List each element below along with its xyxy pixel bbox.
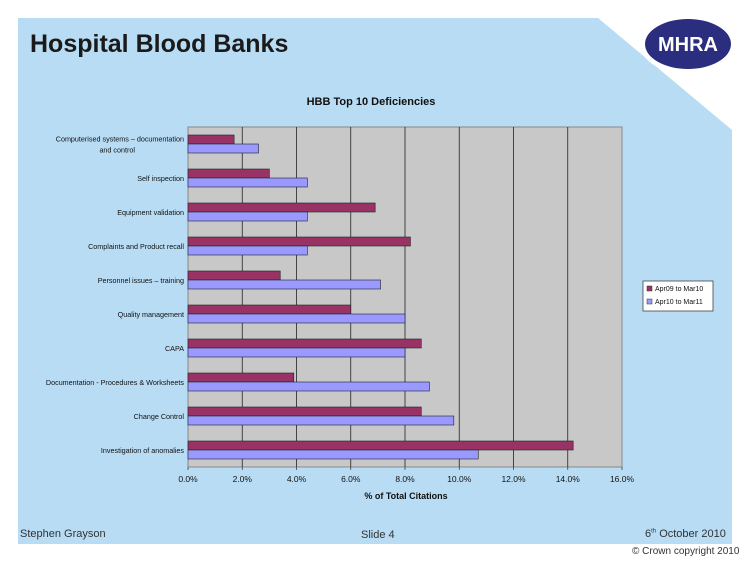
bar-series-2-7 — [187, 381, 430, 392]
legend-swatch-series-2 — [646, 298, 653, 305]
category-label: Self inspection — [137, 174, 184, 183]
copyright: © Crown copyright 2010 — [632, 546, 739, 557]
x-tick-label: 8.0% — [395, 474, 415, 484]
category-labels: Computerised systems – documentation and … — [46, 135, 184, 456]
copyright-text: Crown copyright 2010 — [642, 546, 740, 557]
slide-title: Hospital Blood Banks — [30, 30, 289, 58]
bar-series-1-4 — [187, 270, 281, 281]
legend-label-series-2: Apr10 to Mar11 — [655, 299, 703, 306]
bar-series-1-0 — [187, 134, 235, 145]
bar-series-2-9 — [187, 449, 479, 460]
category-label: Investigation of anomalies — [101, 446, 185, 455]
footer-author: Stephen Grayson — [20, 528, 106, 540]
footer-date-suffix: th — [651, 528, 657, 535]
bar-series-2-1 — [187, 177, 308, 188]
chart-title: HBB Top 10 Deficiencies — [307, 96, 436, 108]
category-label: Personnel issues – training — [98, 276, 184, 285]
bar-series-1-6 — [187, 338, 422, 349]
bar-series-2-2 — [187, 211, 308, 222]
category-label: Complaints and Product recall — [88, 242, 184, 251]
x-tick-label: 0.0% — [178, 474, 198, 484]
bar-series-1-3 — [187, 236, 411, 247]
category-label: Documentation - Procedures & Worksheets — [46, 378, 184, 387]
x-axis-label: % of Total Citations — [364, 491, 447, 501]
x-tick-label: 16.0% — [610, 474, 635, 484]
bar-series-2-3 — [187, 245, 308, 256]
bar-series-1-8 — [187, 406, 422, 417]
category-label: Quality management — [118, 310, 184, 319]
legend-swatch-series-1 — [646, 285, 653, 292]
x-tick-labels: 0.0% 2.0% 4.0% 6.0% 8.0% 10.0% 12.0% 14.0% 16.0% — [178, 474, 634, 484]
category-label: CAPA — [165, 344, 184, 353]
bar-series-2-4 — [187, 279, 381, 290]
bar-series-1-7 — [187, 372, 295, 383]
category-label: Change Control — [134, 412, 185, 421]
mhra-logo: MHRA — [640, 14, 736, 74]
x-tick-label: 6.0% — [341, 474, 361, 484]
x-tick-label: 12.0% — [501, 474, 526, 484]
x-tick-label: 10.0% — [447, 474, 472, 484]
footer-date-day: 6 — [645, 528, 652, 540]
x-tick-label: 2.0% — [233, 474, 253, 484]
legend-box — [642, 280, 714, 312]
footer-slide-number: Slide 4 — [361, 529, 395, 541]
mhra-logo-text: MHRA — [658, 34, 718, 56]
bar-series-2-8 — [187, 415, 455, 426]
bar-series-1-5 — [187, 304, 352, 315]
legend: Apr09 to Mar10 Apr10 to Mar11 — [642, 280, 714, 312]
bar-series-2-6 — [187, 347, 406, 358]
bar-series-1-9 — [187, 440, 574, 451]
copyright-icon: © — [632, 546, 640, 557]
bar-series-1-2 — [187, 202, 376, 213]
x-tick-label: 14.0% — [556, 474, 581, 484]
legend-label-series-1: Apr09 to Mar10 — [655, 286, 703, 293]
bar-series-2-0 — [187, 143, 259, 154]
footer-date-rest: October 2010 — [656, 528, 726, 540]
category-label: and control — [99, 146, 135, 155]
x-tick-label: 4.0% — [287, 474, 307, 484]
bars — [187, 134, 574, 460]
bar-series-2-5 — [187, 313, 406, 324]
bar-series-1-1 — [187, 168, 270, 179]
category-label: Equipment validation — [117, 208, 184, 217]
category-label: Computerised systems – documentation — [56, 135, 184, 144]
footer-date: 6th October 2010 — [645, 528, 726, 540]
